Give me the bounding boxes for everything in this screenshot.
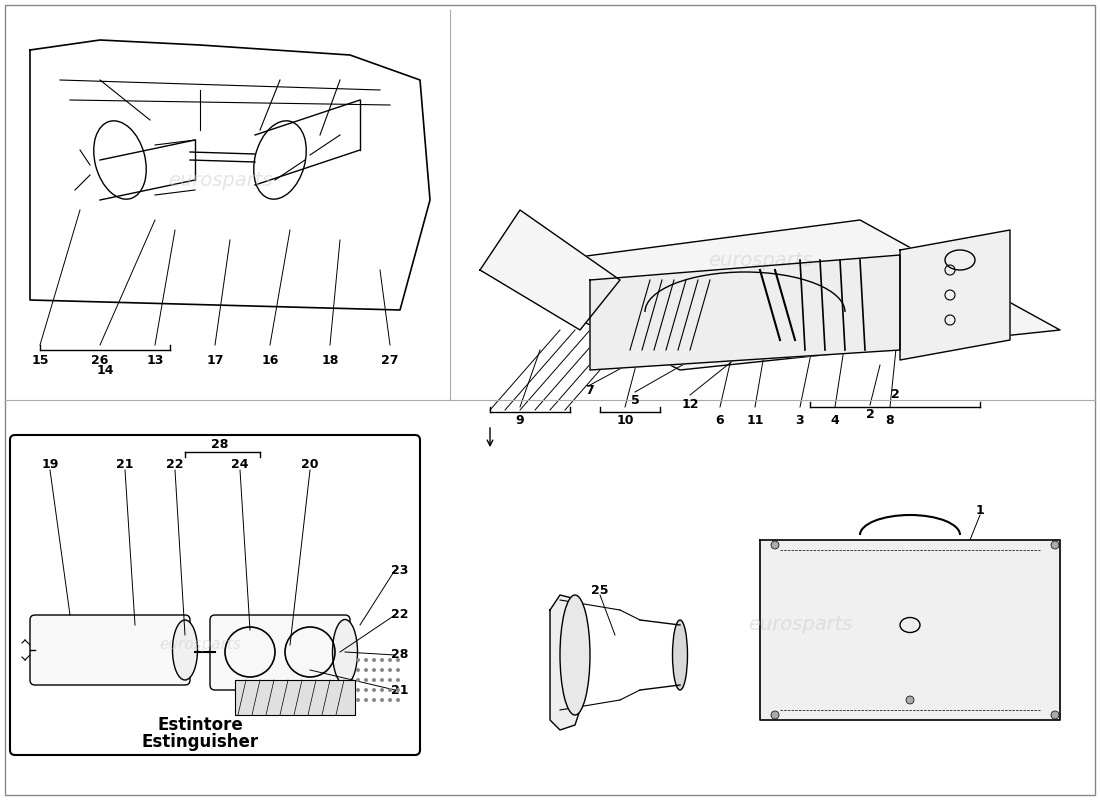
Text: Estintore: Estintore <box>157 716 243 734</box>
Text: Estinguisher: Estinguisher <box>142 733 258 751</box>
Circle shape <box>379 698 384 702</box>
FancyBboxPatch shape <box>10 435 420 755</box>
Text: 23: 23 <box>392 563 409 577</box>
Circle shape <box>356 678 360 682</box>
Text: 22: 22 <box>166 458 184 471</box>
Text: 10: 10 <box>616 414 634 426</box>
Circle shape <box>364 688 368 692</box>
Text: eurosparts: eurosparts <box>748 615 852 634</box>
Text: 14: 14 <box>97 363 113 377</box>
Circle shape <box>388 688 392 692</box>
Circle shape <box>396 668 400 672</box>
Text: 25: 25 <box>592 583 608 597</box>
Text: 28: 28 <box>211 438 229 451</box>
Text: eurosparts: eurosparts <box>707 250 812 270</box>
Circle shape <box>364 658 368 662</box>
Text: 11: 11 <box>746 414 763 426</box>
Bar <box>235 680 355 715</box>
Circle shape <box>372 698 376 702</box>
Circle shape <box>379 678 384 682</box>
Text: 22: 22 <box>392 609 409 622</box>
Text: 5: 5 <box>630 394 639 406</box>
Circle shape <box>379 688 384 692</box>
Polygon shape <box>550 595 580 730</box>
Circle shape <box>396 658 400 662</box>
Text: 26: 26 <box>91 354 109 366</box>
Text: 7: 7 <box>585 383 594 397</box>
Circle shape <box>372 688 376 692</box>
Text: 18: 18 <box>321 354 339 366</box>
Text: 19: 19 <box>42 458 58 471</box>
Circle shape <box>1050 541 1059 549</box>
FancyBboxPatch shape <box>30 615 190 685</box>
Circle shape <box>396 678 400 682</box>
Circle shape <box>356 668 360 672</box>
Text: 2: 2 <box>866 409 874 422</box>
Circle shape <box>372 668 376 672</box>
Text: 21: 21 <box>117 458 134 471</box>
Text: 3: 3 <box>795 414 804 426</box>
Polygon shape <box>590 255 900 370</box>
Circle shape <box>372 658 376 662</box>
Text: 13: 13 <box>146 354 164 366</box>
Circle shape <box>388 668 392 672</box>
Polygon shape <box>900 230 1010 360</box>
Text: 17: 17 <box>207 354 223 366</box>
Text: 6: 6 <box>716 414 724 426</box>
Circle shape <box>356 658 360 662</box>
Text: 20: 20 <box>301 458 319 471</box>
Text: 24: 24 <box>231 458 249 471</box>
Circle shape <box>364 698 368 702</box>
Text: 9: 9 <box>516 414 525 426</box>
Circle shape <box>396 698 400 702</box>
Circle shape <box>379 668 384 672</box>
Circle shape <box>388 658 392 662</box>
Circle shape <box>771 541 779 549</box>
Polygon shape <box>480 210 620 330</box>
FancyBboxPatch shape <box>210 615 350 690</box>
Text: 28: 28 <box>392 649 409 662</box>
Text: 12: 12 <box>681 398 698 411</box>
Circle shape <box>1050 711 1059 719</box>
Circle shape <box>906 696 914 704</box>
Circle shape <box>356 698 360 702</box>
Text: 21: 21 <box>392 683 409 697</box>
Circle shape <box>364 668 368 672</box>
Circle shape <box>379 658 384 662</box>
Ellipse shape <box>173 620 198 680</box>
Circle shape <box>771 711 779 719</box>
Polygon shape <box>480 220 1060 370</box>
Circle shape <box>356 688 360 692</box>
Ellipse shape <box>672 620 688 690</box>
Text: 8: 8 <box>886 414 894 426</box>
Text: 4: 4 <box>830 414 839 426</box>
Text: 1: 1 <box>976 503 984 517</box>
Text: eurosparts: eurosparts <box>167 170 273 190</box>
Circle shape <box>388 698 392 702</box>
Ellipse shape <box>560 595 590 715</box>
Circle shape <box>364 678 368 682</box>
Text: 27: 27 <box>382 354 398 366</box>
Text: 2: 2 <box>891 389 900 402</box>
Circle shape <box>372 678 376 682</box>
Polygon shape <box>760 540 1060 720</box>
Circle shape <box>396 688 400 692</box>
Ellipse shape <box>332 619 358 685</box>
Text: 16: 16 <box>262 354 278 366</box>
Circle shape <box>388 678 392 682</box>
Text: 15: 15 <box>31 354 48 366</box>
Text: eurosparts: eurosparts <box>160 638 241 653</box>
